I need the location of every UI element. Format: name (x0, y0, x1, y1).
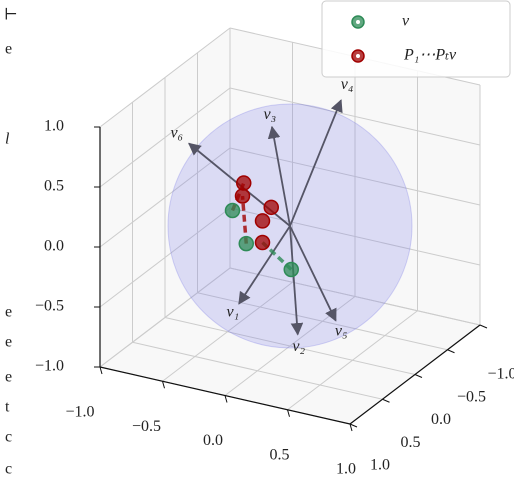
vector-label: ν₄ (341, 76, 354, 93)
margin-text: l (5, 131, 10, 148)
point (236, 175, 252, 191)
margin-text: e (5, 334, 12, 351)
vector-label: ν₃ (264, 106, 277, 123)
y-tick (349, 423, 358, 428)
point (254, 234, 271, 251)
y-tick (382, 398, 390, 403)
grid-line (99, 147, 231, 248)
vector (267, 125, 291, 227)
vector (289, 225, 304, 336)
vector (289, 99, 343, 227)
y-tick (447, 349, 455, 354)
legend-marker-dot (356, 20, 360, 24)
z-tick-label: 0.5 (44, 178, 64, 195)
point (263, 199, 279, 216)
x-tick (162, 381, 165, 389)
margin-text: ⊢ (4, 7, 18, 24)
grid-line (229, 147, 481, 206)
y-tick (479, 324, 488, 329)
vector-label: ν₅ (335, 323, 348, 340)
margin-text: t (5, 399, 10, 416)
vector-label: ν₁ (227, 304, 240, 321)
point (238, 235, 254, 252)
grid-line (99, 27, 231, 128)
legend-label: ν (402, 13, 410, 30)
z-tick-label: 0.0 (44, 238, 64, 255)
y-tick-label: −1.0 (487, 366, 514, 383)
x-tick-label: 1.0 (336, 461, 356, 478)
vector-label: ν₆ (171, 124, 184, 141)
y-tick-label: 1.0 (370, 457, 390, 474)
x-tick-label: −0.5 (132, 418, 161, 435)
grid-line (229, 87, 481, 146)
legend-marker-dot (356, 54, 360, 58)
z-tick-label: −1.0 (35, 358, 64, 375)
x-tick (99, 366, 103, 375)
legend-box (321, 0, 511, 78)
x-tick-label: −1.0 (65, 404, 94, 421)
point (283, 261, 299, 278)
grid-line (99, 267, 231, 368)
y-tick-label: 0.0 (431, 411, 451, 428)
y-tick (414, 374, 423, 378)
margin-text: e (5, 41, 12, 58)
y-tick-label: −0.5 (457, 388, 486, 405)
y-tick-label: 0.5 (401, 434, 421, 451)
grid-line (164, 317, 416, 375)
margin-text: e (5, 304, 12, 321)
grid-line (99, 87, 231, 188)
vector (238, 225, 291, 305)
grid-line (99, 207, 231, 308)
vector-label: ν₂ (292, 338, 305, 355)
point (254, 213, 271, 229)
margin-text: c (5, 461, 12, 478)
grid-line (132, 341, 383, 400)
x-tick (349, 423, 353, 432)
point (224, 202, 241, 219)
margin-text: e (5, 369, 12, 386)
vector (289, 225, 337, 322)
margin-text: c (5, 429, 12, 446)
z-tick-label: −0.5 (35, 298, 64, 315)
x-tick-label: 0.5 (270, 446, 290, 463)
x-tick-label: 0.0 (203, 432, 223, 449)
legend-label: P₁⋯Pₜν (403, 47, 457, 64)
grid-line (229, 267, 481, 326)
grid-line (229, 207, 481, 266)
x-tick (287, 409, 290, 417)
link (240, 195, 248, 244)
z-tick-label: 1.0 (44, 118, 64, 135)
x-tick (224, 395, 228, 403)
point (234, 188, 251, 204)
